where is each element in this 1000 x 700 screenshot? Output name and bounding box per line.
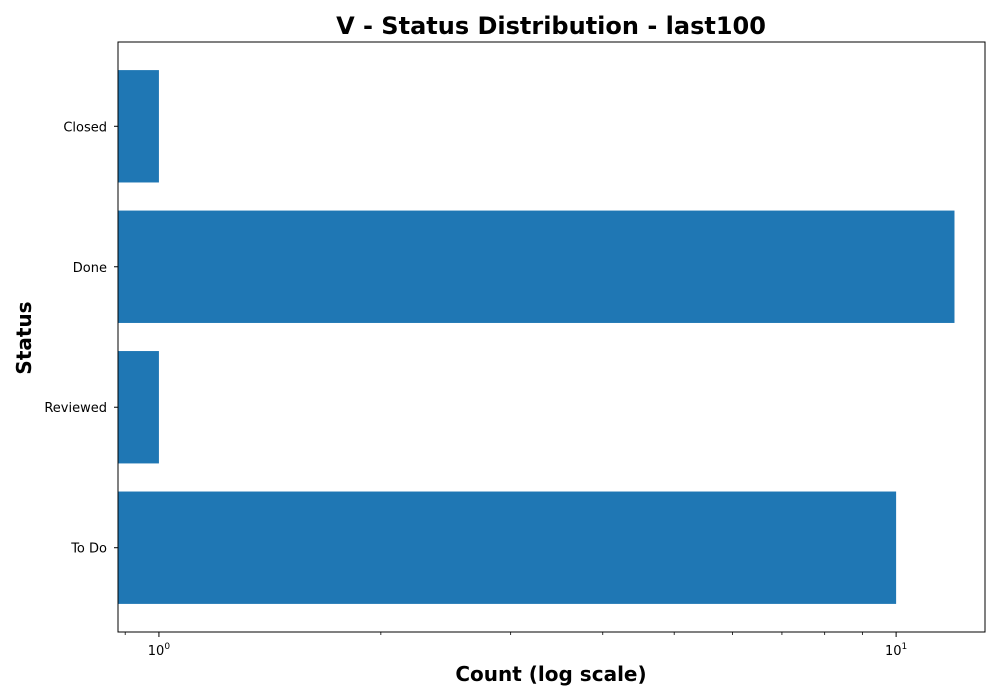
x-tick-label: 101 bbox=[885, 642, 907, 659]
bar-done bbox=[118, 211, 954, 323]
y-tick-label: Done bbox=[73, 261, 107, 276]
y-tick-label: To Do bbox=[70, 542, 107, 557]
y-tick-label: Reviewed bbox=[44, 401, 107, 416]
y-axis-title: Status bbox=[12, 301, 36, 374]
bars-layer bbox=[118, 70, 954, 604]
x-axis-title: Count (log scale) bbox=[455, 662, 646, 686]
y-tick-label: Closed bbox=[63, 120, 107, 135]
bar-closed bbox=[118, 70, 159, 182]
bar-to-do bbox=[118, 492, 896, 604]
chart-title: V - Status Distribution - last100 bbox=[336, 12, 766, 40]
x-tick-label: 100 bbox=[148, 642, 171, 659]
bar-reviewed bbox=[118, 351, 159, 463]
